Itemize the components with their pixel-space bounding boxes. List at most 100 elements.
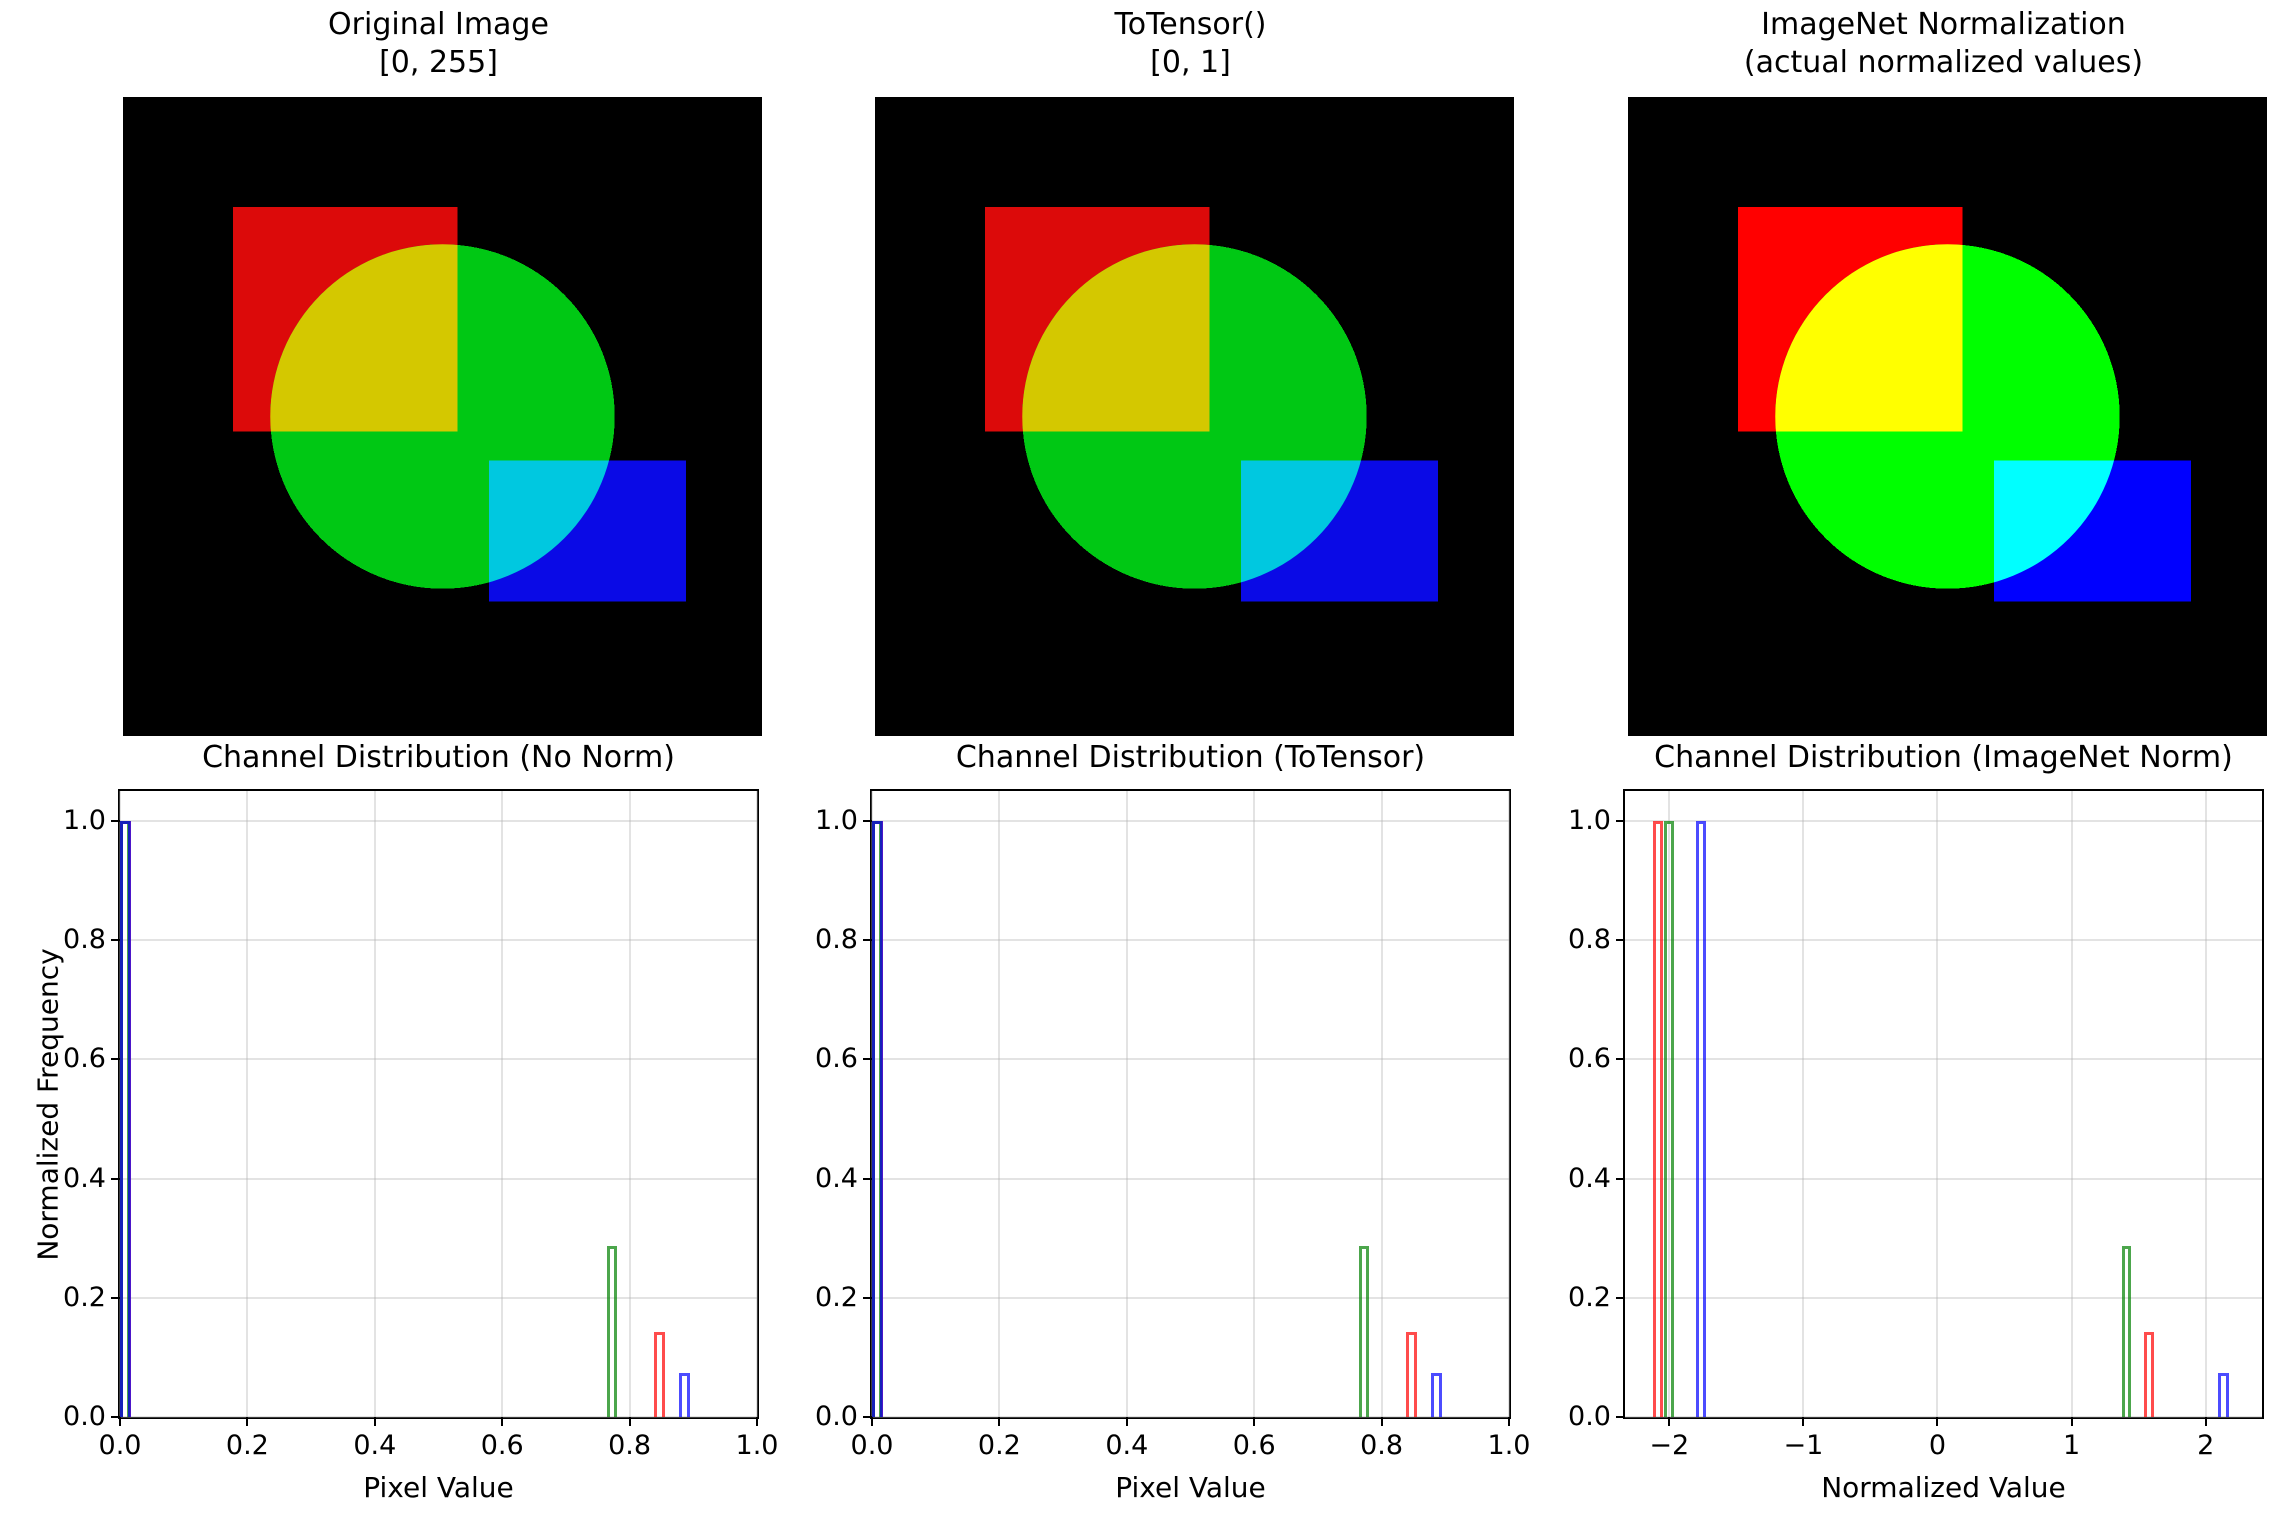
x-tick-label: 0.6 bbox=[480, 1430, 524, 1461]
x-tick-label: 0.4 bbox=[1105, 1430, 1149, 1461]
image-panel-title: Original Image [0, 255] bbox=[118, 6, 759, 82]
x-tick-mark bbox=[246, 1417, 249, 1426]
x-tick-mark bbox=[373, 1417, 376, 1426]
gridline-vertical bbox=[756, 791, 758, 1417]
y-tick-mark bbox=[1616, 819, 1625, 822]
x-tick-label: 0.4 bbox=[353, 1430, 397, 1461]
x-tick-mark bbox=[2204, 1417, 2207, 1426]
hist-bar-red-channel bbox=[2144, 1332, 2155, 1417]
y-tick-label: 0.4 bbox=[1568, 1162, 1611, 1194]
hist-bar-green-channel bbox=[606, 1245, 617, 1417]
x-tick-label: 1.0 bbox=[735, 1430, 779, 1461]
gridline-horizontal bbox=[1625, 1296, 2262, 1299]
x-tick-mark bbox=[1668, 1417, 1671, 1426]
gridline-horizontal bbox=[1625, 819, 2262, 822]
gridline-horizontal bbox=[1625, 1177, 2262, 1180]
gridline-horizontal bbox=[872, 1296, 1509, 1299]
y-tick-label: 0.2 bbox=[63, 1281, 106, 1313]
y-tick-label: 0.8 bbox=[1568, 924, 1611, 956]
hist-axes-2: −2 −1 0 1 2 0.0 0.2 0.4 0.6 0.8 1.0 Normalized Valu… bbox=[1568, 789, 2264, 1504]
image-title-line2: [0, 255] bbox=[379, 45, 498, 80]
x-tick-label: 0.2 bbox=[977, 1430, 1021, 1461]
y-tick-label: 0.2 bbox=[815, 1281, 858, 1313]
y-tick-label: 1.0 bbox=[1568, 804, 1611, 836]
x-tick-mark bbox=[1125, 1417, 1128, 1426]
hist-bar-blue-channel bbox=[2218, 1373, 2229, 1417]
image-panel-title: ImageNet Normalization (actual normalized… bbox=[1623, 6, 2264, 82]
x-tick-mark bbox=[628, 1417, 631, 1426]
gridline-horizontal bbox=[872, 819, 1509, 822]
x-tick-label: −1 bbox=[1783, 1430, 1824, 1461]
y-tick-mark bbox=[111, 1416, 120, 1418]
y-tick-mark bbox=[111, 1058, 120, 1061]
gridline-vertical bbox=[1508, 791, 1510, 1417]
y-tick-mark bbox=[111, 1177, 120, 1180]
gridline-vertical bbox=[1668, 791, 1671, 1417]
y-tick-mark bbox=[1616, 1058, 1625, 1061]
sample-image-0 bbox=[123, 97, 762, 736]
y-tick-mark bbox=[863, 939, 872, 942]
y-tick-label: 0.0 bbox=[1568, 1401, 1611, 1432]
image-panel-title: ToTensor() [0, 1] bbox=[870, 6, 1511, 82]
gridline-horizontal bbox=[120, 1416, 757, 1418]
x-tick-mark bbox=[1936, 1417, 1939, 1426]
x-tick-mark bbox=[1380, 1417, 1383, 1426]
x-tick-label: 0.2 bbox=[225, 1430, 269, 1461]
gridline-horizontal bbox=[1625, 1416, 2262, 1418]
hist-bar-blue-channel bbox=[872, 820, 884, 1417]
x-tick-label: 0 bbox=[1928, 1430, 1947, 1461]
x-tick-label: 1.0 bbox=[1487, 1430, 1531, 1461]
gridline-vertical bbox=[2204, 791, 2207, 1417]
gridline-vertical bbox=[2070, 791, 2073, 1417]
hist-axes-0: 0.0 0.2 0.4 0.6 0.8 1.0 0.0 0.2 0.4 0.6 0.8 1.0 Pixe… bbox=[32, 789, 778, 1504]
gridline-vertical bbox=[373, 791, 376, 1417]
gridline-vertical bbox=[1936, 791, 1939, 1417]
y-tick-label: 0.2 bbox=[1568, 1281, 1611, 1313]
gridline-horizontal bbox=[872, 1416, 1509, 1418]
hist-title: Channel Distribution (ImageNet Norm) bbox=[1654, 740, 2233, 775]
y-tick-label: 0.0 bbox=[815, 1401, 858, 1432]
y-tick-mark bbox=[863, 819, 872, 822]
image-title-line1: Original Image bbox=[328, 7, 549, 42]
x-tick-label: 0.6 bbox=[1232, 1430, 1276, 1461]
x-tick-label: 0.8 bbox=[1360, 1430, 1404, 1461]
gridline-horizontal bbox=[120, 939, 757, 942]
gridline-horizontal bbox=[1625, 1058, 2262, 1061]
y-tick-label: 0.6 bbox=[815, 1043, 858, 1075]
gridline-horizontal bbox=[120, 1058, 757, 1061]
y-tick-label: 1.0 bbox=[63, 804, 106, 836]
gridline-vertical bbox=[1253, 791, 1256, 1417]
y-tick-label: 0.6 bbox=[1568, 1043, 1611, 1075]
hist-bar-red-channel bbox=[653, 1332, 665, 1417]
gridline-vertical bbox=[628, 791, 631, 1417]
x-tick-label: 0.0 bbox=[850, 1430, 894, 1461]
image-title-line1: ToTensor() bbox=[1114, 7, 1267, 42]
y-tick-label: 0.0 bbox=[63, 1401, 106, 1432]
x-tick-mark bbox=[1508, 1417, 1510, 1426]
x-tick-label: 1 bbox=[2062, 1430, 2081, 1461]
hist-bar-blue-channel bbox=[678, 1373, 691, 1417]
gridline-horizontal bbox=[872, 1058, 1509, 1061]
hist-axes-1: 0.0 0.2 0.4 0.6 0.8 1.0 0.0 0.2 0.4 0.6 0.8 1.0 Pixe… bbox=[815, 789, 1530, 1504]
hist-bar-green-channel bbox=[2121, 1245, 2132, 1417]
x-tick-label: −2 bbox=[1649, 1430, 1690, 1461]
y-tick-label: 0.4 bbox=[63, 1162, 106, 1194]
x-tick-mark bbox=[2070, 1417, 2073, 1426]
x-tick-label: 2 bbox=[2197, 1430, 2215, 1461]
hist-bar-blue-channel bbox=[1695, 820, 1707, 1417]
gridline-horizontal bbox=[120, 1177, 757, 1180]
gridline-vertical bbox=[1125, 791, 1128, 1417]
gridline-vertical bbox=[246, 791, 249, 1417]
y-tick-mark bbox=[863, 1296, 872, 1299]
x-tick-label: 0.0 bbox=[98, 1430, 142, 1461]
y-tick-label: 0.4 bbox=[815, 1162, 858, 1194]
y-tick-label: 0.8 bbox=[63, 924, 106, 956]
y-tick-mark bbox=[1616, 1416, 1625, 1418]
y-tick-mark bbox=[1616, 1296, 1625, 1299]
x-tick-mark bbox=[501, 1417, 504, 1426]
gridline-horizontal bbox=[1625, 939, 2262, 942]
hist-title: Channel Distribution (No Norm) bbox=[202, 740, 675, 775]
hist-bar-blue-channel bbox=[1430, 1373, 1443, 1417]
gridline-vertical bbox=[1380, 791, 1383, 1417]
y-tick-mark bbox=[1616, 1177, 1625, 1180]
